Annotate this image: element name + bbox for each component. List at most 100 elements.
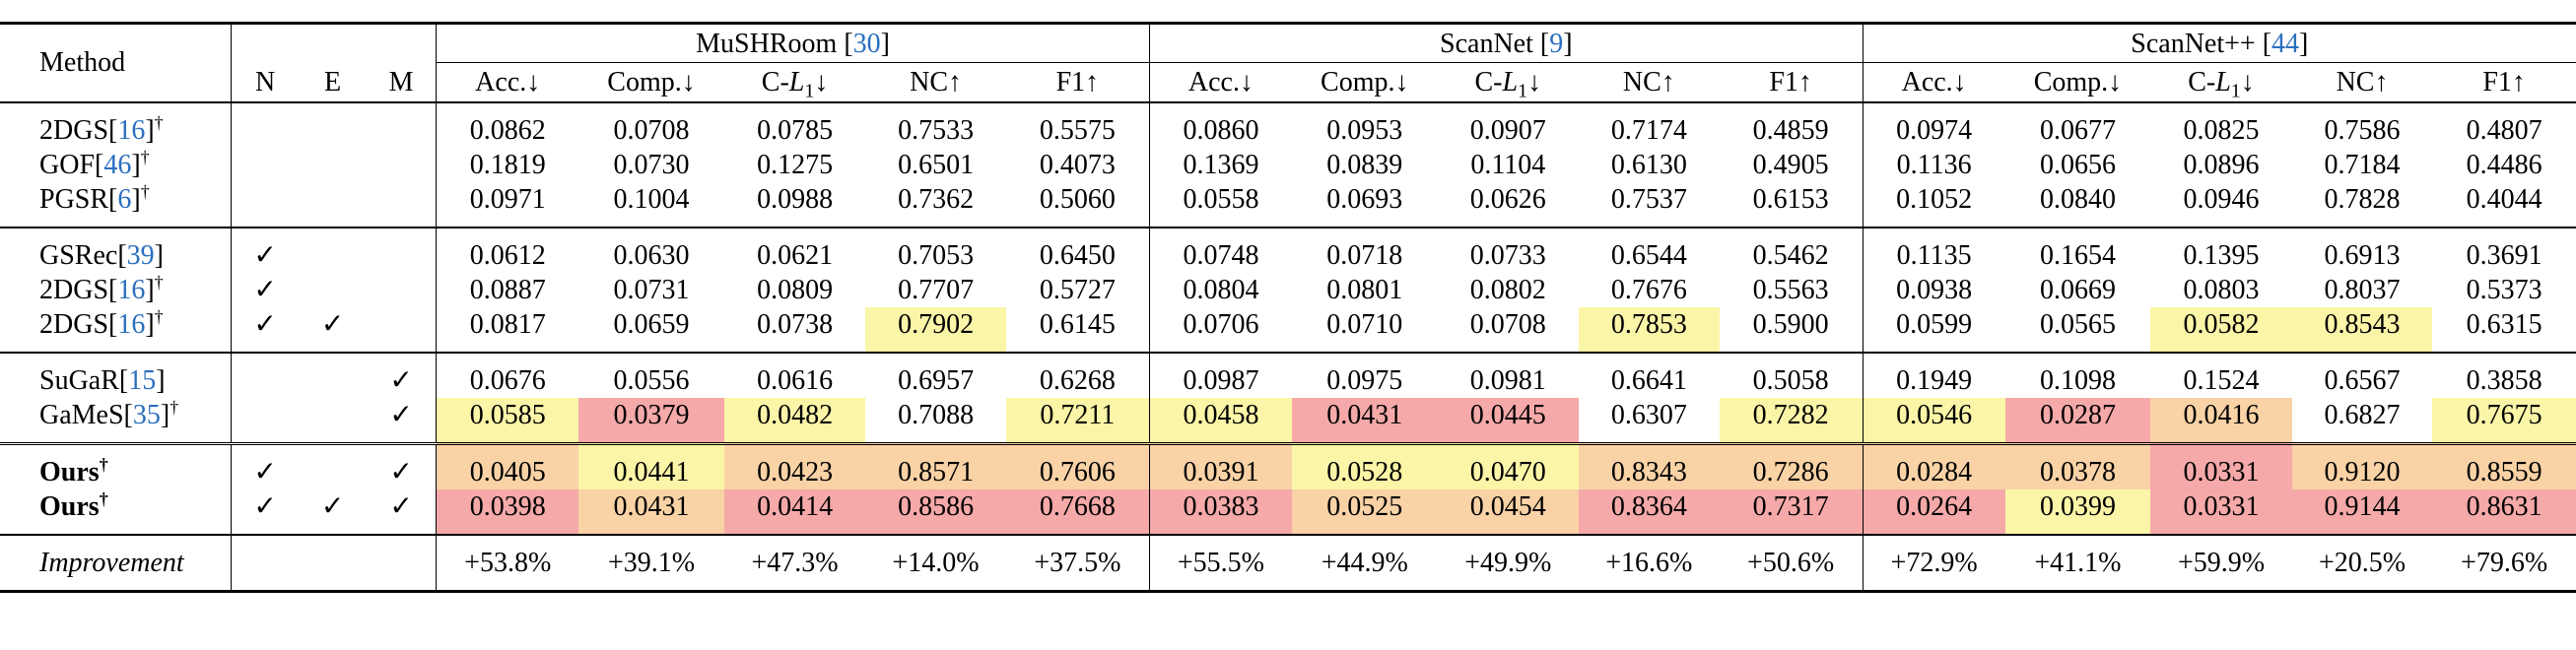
checkmark-icon — [299, 148, 367, 182]
citation-link[interactable]: 39 — [126, 239, 155, 271]
value-cell: 0.0621 — [723, 226, 866, 273]
improvement-row: Improvement +53.8% +39.1% +47.3% +14.0% +37.5… — [0, 533, 2576, 593]
value-cell: 0.1052 — [1862, 181, 2005, 228]
value-cell: 0.0676 — [436, 351, 579, 398]
method-name: Ours† — [0, 441, 232, 489]
value-cell: 0.0693 — [1326, 183, 1403, 215]
value-cell: 0.0441 — [578, 441, 724, 489]
table-row: Ours† ✓ ✓ ✓ 0.0398 0.0431 0.0414 0.8586 0.7668 0.… — [0, 488, 2576, 535]
metric-header: F1↑ — [2482, 66, 2526, 98]
value-cell: 0.6501 — [898, 149, 975, 180]
value-cell: 0.0987 — [1148, 351, 1292, 398]
value-cell: 0.7675 — [2432, 397, 2576, 443]
value-cell: 0.3691 — [2432, 226, 2576, 273]
value-cell: 0.6450 — [1005, 226, 1150, 273]
citation-link[interactable]: 16 — [117, 274, 146, 305]
checkmark-icon: ✓ — [320, 308, 345, 340]
method-name: GSRec[39] — [0, 226, 232, 273]
value-cell: 0.6913 — [2291, 226, 2433, 273]
table-row: 2DGS[16]† ✓ 0.0887 0.0731 0.0809 0.7707 0.5727… — [0, 272, 2576, 307]
value-cell: 0.8559 — [2432, 441, 2576, 489]
dataset-header-scannet: ScanNet [9] — [1148, 22, 1864, 63]
checkmark-icon — [299, 182, 367, 228]
table-row: GOF[46]† 0.1819 0.0730 0.1275 0.6501 0.4073 0.… — [0, 147, 2576, 182]
value-cell: 0.1819 — [436, 147, 579, 182]
value-cell: 0.6315 — [2466, 308, 2542, 340]
value-cell: 0.6307 — [1610, 399, 1687, 430]
improvement-value: +44.9% — [1291, 533, 1438, 593]
value-cell: 0.0804 — [1148, 272, 1292, 307]
value-cell: 0.0470 — [1437, 441, 1580, 489]
value-cell: 0.0706 — [1148, 306, 1292, 353]
value-cell: 0.8343 — [1579, 441, 1720, 489]
checkmark-icon — [367, 182, 437, 228]
value-cell: 0.6145 — [1039, 308, 1116, 340]
checkmark-icon: ✓ — [231, 488, 300, 535]
citation-link[interactable]: 35 — [132, 399, 161, 430]
dataset-name: ScanNet — [1440, 28, 1533, 59]
value-cell: 0.0887 — [436, 272, 579, 307]
checkmark-icon — [231, 181, 300, 228]
value-cell: 0.6544 — [1579, 226, 1720, 273]
method-name: 2DGS[16]† — [0, 100, 232, 148]
value-cell: 0.0528 — [1291, 441, 1438, 489]
value-cell: 0.7184 — [2324, 149, 2401, 180]
citation-link[interactable]: 46 — [103, 149, 132, 180]
checkmark-icon: ✓ — [231, 306, 300, 353]
value-cell: 0.0981 — [1437, 351, 1580, 398]
value-cell: 0.0809 — [757, 274, 834, 305]
citation-link[interactable]: 15 — [128, 364, 157, 396]
checkmark-icon: ✓ — [366, 441, 437, 489]
value-cell: 0.1369 — [1148, 147, 1292, 182]
checkmark-icon — [299, 351, 367, 398]
value-cell: 0.0379 — [578, 397, 724, 443]
value-cell: 0.0801 — [1326, 274, 1403, 305]
value-cell: 0.0431 — [578, 488, 724, 535]
checkmark-icon — [367, 273, 437, 307]
dataset-name: MuSHRoom — [696, 28, 838, 59]
value-cell: 0.0785 — [723, 100, 866, 148]
value-cell: 0.0669 — [2039, 274, 2116, 305]
table-row: Ours† ✓ ✓ 0.0405 0.0441 0.0423 0.8571 0.7606 0.0… — [0, 441, 2576, 489]
citation-link[interactable]: 44 — [2271, 28, 2300, 59]
value-cell: 0.0938 — [1862, 272, 2005, 307]
value-cell: 0.0423 — [723, 441, 866, 489]
value-cell: 0.0907 — [1437, 100, 1580, 148]
value-cell: 0.6827 — [2324, 399, 2401, 430]
method-header: Method — [0, 22, 232, 102]
value-cell: 0.0525 — [1291, 488, 1438, 535]
checkmark-icon — [299, 398, 367, 444]
method-label: 2DGS — [39, 308, 109, 340]
value-cell: 0.1654 — [2004, 226, 2151, 273]
value-cell: 0.7902 — [865, 306, 1006, 353]
value-cell: 0.7606 — [1005, 441, 1150, 489]
value-cell: 0.0896 — [2183, 149, 2260, 180]
citation-link[interactable]: 6 — [117, 183, 132, 215]
metric-header: C-L1↓ — [2188, 66, 2255, 102]
citation-link[interactable]: 30 — [852, 28, 881, 59]
citation-link[interactable]: 9 — [1549, 28, 1564, 59]
checkmark-icon: ✓ — [231, 441, 300, 489]
value-cell: 0.8571 — [865, 441, 1006, 489]
value-cell: 0.0803 — [2183, 274, 2260, 305]
improvement-flags-spacer — [230, 533, 437, 593]
value-cell: 0.0556 — [578, 351, 724, 398]
value-cell: 0.0946 — [2183, 183, 2260, 215]
citation-link[interactable]: 16 — [117, 114, 146, 146]
checkmark-icon — [231, 351, 300, 398]
dagger-mark: † — [140, 181, 150, 202]
flag-header-n: N — [231, 62, 300, 102]
dataset-header-mushroom: MuSHRoom [30] — [436, 22, 1150, 63]
value-cell: 0.4044 — [2466, 183, 2542, 215]
citation-link[interactable]: 16 — [117, 308, 146, 340]
value-cell: 0.0445 — [1437, 397, 1580, 443]
improvement-value: +72.9% — [1862, 533, 2005, 593]
checkmark-icon: ✓ — [366, 351, 437, 398]
checkmark-icon: ✓ — [231, 226, 300, 273]
value-cell: 0.0331 — [2150, 488, 2292, 535]
method-name: GOF[46]† — [39, 147, 150, 180]
value-cell: 0.0708 — [578, 100, 724, 148]
value-cell: 0.8364 — [1579, 488, 1720, 535]
value-cell: 0.0612 — [436, 226, 579, 273]
value-cell: 0.7317 — [1719, 488, 1864, 535]
